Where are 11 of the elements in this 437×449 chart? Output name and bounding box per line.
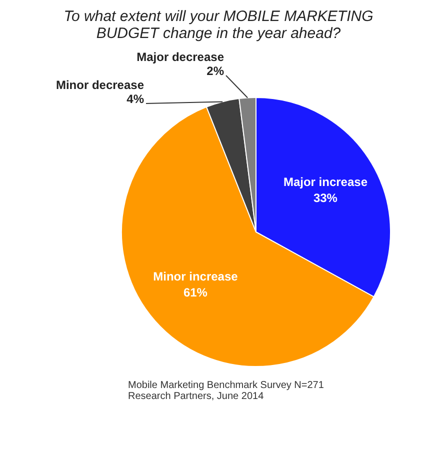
- data-label: 2%: [206, 64, 224, 78]
- text: Mobile Marketing Benchmark Survey N=271: [128, 380, 325, 391]
- text: Research Partners, June 2014: [128, 391, 265, 402]
- slice-label: Minor increase: [153, 270, 238, 284]
- slice-label: Major increase: [283, 175, 368, 190]
- slice-label: Minor decrease: [56, 78, 144, 92]
- chart-title: To what extent will your MOBILE MARKETING BUDGET change in the year ahead?: [62, 8, 374, 42]
- data-label: 4%: [126, 92, 144, 106]
- data-label: 61%: [183, 286, 208, 300]
- slice-label: Major decrease: [136, 50, 224, 64]
- data-label: 33%: [313, 191, 338, 206]
